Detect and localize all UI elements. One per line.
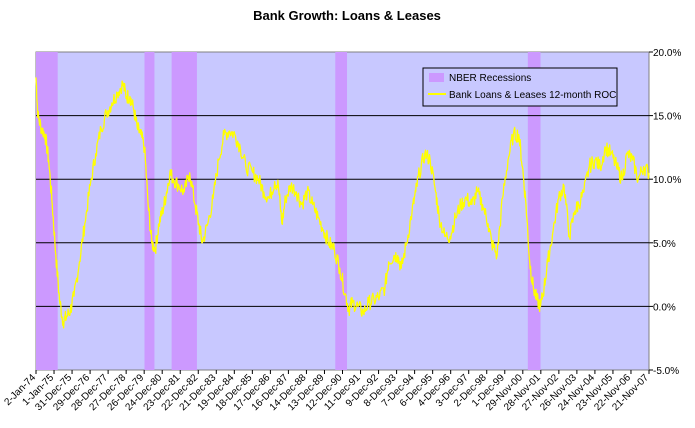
chart-title: Bank Growth: Loans & Leases <box>253 8 441 23</box>
recession-band <box>171 52 197 370</box>
legend-label-recessions: NBER Recessions <box>449 73 531 84</box>
recession-band <box>335 52 348 370</box>
y-tick-label: 0.0% <box>653 302 676 313</box>
y-axis-ticks: -5.0% 0.0% 5.0% 10.0% 15.0% 20.0% <box>649 48 681 377</box>
legend-swatch-recessions <box>429 73 444 82</box>
recession-band <box>527 52 541 370</box>
y-tick-label: 15.0% <box>653 112 681 123</box>
legend-box <box>422 67 618 107</box>
y-tick-label: 10.0% <box>653 175 681 186</box>
legend: NBER Recessions Bank Loans & Leases 12-m… <box>422 67 618 107</box>
y-tick-label: -5.0% <box>653 366 679 377</box>
y-tick-label: 20.0% <box>653 48 681 59</box>
recession-band <box>36 52 58 370</box>
series-line-loans-roc <box>35 77 650 329</box>
gridlines <box>36 115 649 307</box>
y-tick-label: 5.0% <box>653 239 676 250</box>
series-lines <box>35 77 650 329</box>
x-axis-ticks: 2-Jan-741-Jan-7531-Dec-7529-Dec-7628-Dec… <box>2 370 651 413</box>
legend-label-loans-roc: Bank Loans & Leases 12-month ROC <box>449 90 616 101</box>
